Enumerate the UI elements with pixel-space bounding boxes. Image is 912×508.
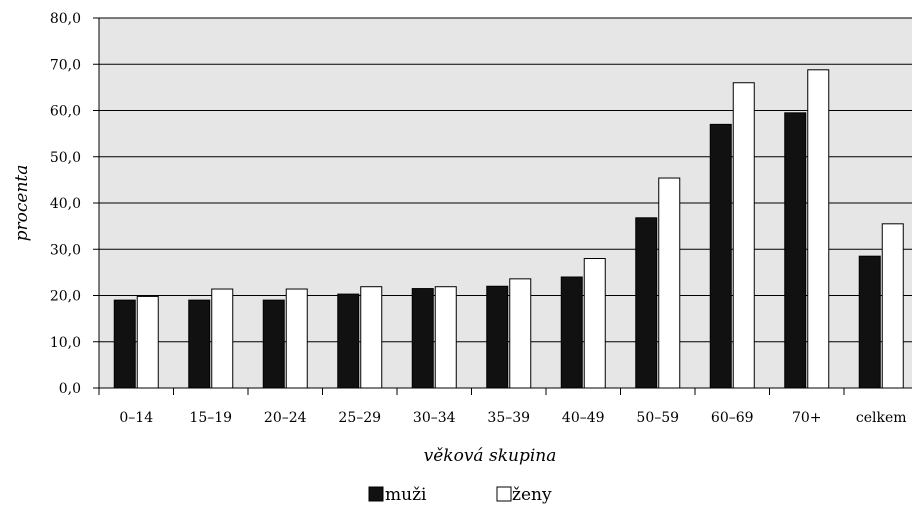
legend-swatch-zeny xyxy=(496,486,512,502)
x-tick-label: 20–24 xyxy=(264,410,307,426)
y-tick-labels: 0,0 10,0 20,0 30,0 40,0 50,0 60,0 70,0 80,0 xyxy=(50,11,81,397)
bar-zeny xyxy=(732,82,755,389)
x-tick-label: 0–14 xyxy=(119,410,153,426)
bar-zeny xyxy=(807,69,830,389)
legend-swatch-muzi xyxy=(368,486,384,502)
bar-muzi xyxy=(709,123,732,389)
y-tick-label: 0,0 xyxy=(59,381,81,397)
bar-zeny xyxy=(434,286,457,389)
x-tick-label: 50–59 xyxy=(636,410,679,426)
y-tick-label: 60,0 xyxy=(50,104,81,120)
x-tick-label: 35–39 xyxy=(487,410,530,426)
axes xyxy=(93,17,912,395)
bar-muzi xyxy=(560,276,583,389)
bar-zeny xyxy=(881,223,904,389)
x-tick-label: 40–49 xyxy=(562,410,605,426)
bars xyxy=(113,69,904,389)
y-tick-label: 40,0 xyxy=(50,196,81,212)
bar-zeny xyxy=(583,258,606,389)
bar-muzi xyxy=(411,288,434,389)
bar-muzi xyxy=(113,299,136,389)
x-tick-label: 70+ xyxy=(792,410,822,426)
x-tick-label: 15–19 xyxy=(189,410,232,426)
y-tick-label: 30,0 xyxy=(50,242,81,258)
y-tick-label: 10,0 xyxy=(50,335,81,351)
x-tick-label: celkem xyxy=(856,410,907,426)
y-axis-title: procenta xyxy=(12,165,32,242)
bar-muzi xyxy=(784,112,807,389)
x-tick-label: 60–69 xyxy=(711,410,754,426)
bar-muzi xyxy=(635,217,658,389)
x-tick-label: 30–34 xyxy=(413,410,456,426)
bar-muzi xyxy=(486,285,509,389)
bar-muzi xyxy=(262,299,285,389)
legend: muži ženy xyxy=(368,485,552,505)
bar-zeny xyxy=(136,295,159,389)
y-tick-label: 70,0 xyxy=(50,57,81,73)
x-tick-labels: 0–14 15–19 20–24 25–29 30–34 35–39 40–49 50–59 6… xyxy=(119,410,906,426)
legend-label-muzi: muži xyxy=(385,485,427,505)
bar-zeny xyxy=(360,286,383,389)
legend-label-zeny: ženy xyxy=(512,485,552,505)
bar-zeny xyxy=(509,278,532,389)
bar-zeny xyxy=(211,288,234,389)
bar-muzi xyxy=(337,293,360,389)
y-tick-label: 50,0 xyxy=(50,150,81,166)
x-tick-label: 25–29 xyxy=(338,410,381,426)
bar-zeny xyxy=(285,288,308,389)
bar-zeny xyxy=(658,177,681,389)
bar-muzi xyxy=(188,299,211,389)
x-axis-title: věková skupina xyxy=(424,446,557,466)
bar-muzi xyxy=(858,255,881,389)
y-tick-label: 80,0 xyxy=(50,11,81,27)
y-tick-label: 20,0 xyxy=(50,289,81,305)
